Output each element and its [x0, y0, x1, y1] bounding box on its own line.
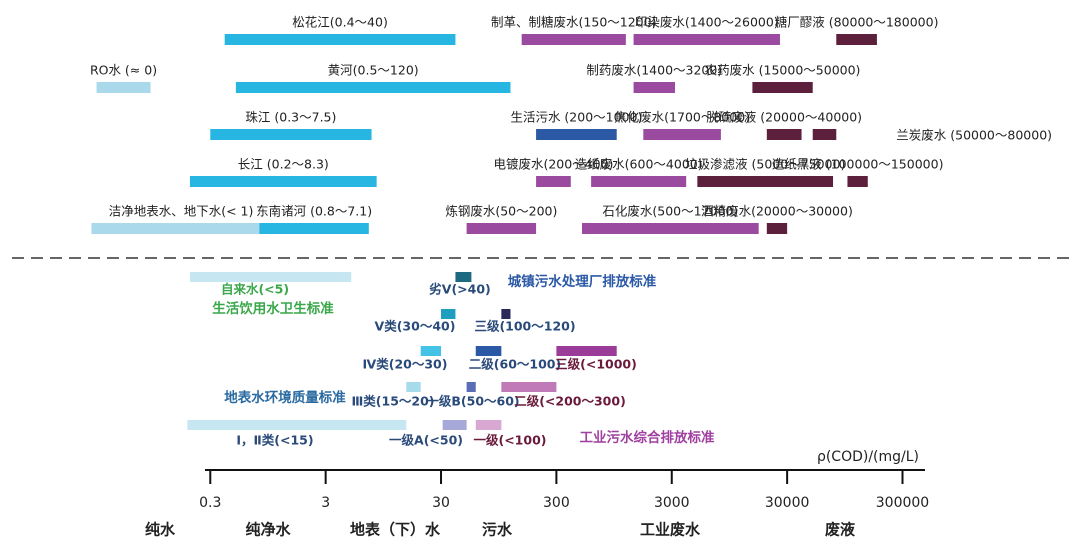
range-bar	[812, 129, 837, 140]
region-label: 纯净水	[245, 521, 291, 539]
range-label: 糖厂醪液 (80000～180000)	[775, 15, 939, 30]
range-bar	[189, 176, 377, 187]
standard-bar	[501, 309, 511, 319]
standard-bar	[455, 272, 472, 282]
standard-label: 三级(100～120)	[474, 319, 575, 334]
x-tick-label: 30	[432, 495, 450, 511]
range-bar	[766, 129, 802, 140]
range-label: 制革、制糖废水(150～1200)	[491, 15, 656, 30]
range-bar	[766, 223, 788, 234]
region-label: 污水	[482, 521, 513, 539]
x-tick-label: 30000	[765, 495, 810, 511]
x-tick-label: 300	[543, 495, 570, 511]
range-label: 造纸废水(600～4000)	[575, 157, 703, 172]
x-tick-label: 0.3	[199, 495, 221, 511]
range-bar	[235, 82, 511, 93]
range-bar	[466, 223, 537, 234]
range-bar	[224, 34, 456, 45]
standard-label: Ⅳ类(20～30)	[363, 357, 448, 372]
region-label: 废液	[825, 521, 856, 539]
range-label: 造纸黑液 (100000～150000)	[772, 157, 944, 172]
range-bar	[847, 176, 868, 187]
range-label: 焦化废水(1700～8000)	[614, 110, 750, 125]
x-tick-label: 300000	[876, 495, 929, 511]
standard-label: 自来水(<5)	[221, 282, 289, 297]
range-label: 东南诸河 (0.8～7.1)	[256, 204, 372, 219]
standard-bar	[406, 382, 421, 392]
range-label: 洁净地表水、地下水(< 1)	[109, 204, 254, 219]
range-label: 电镀废水(200～400)	[493, 157, 613, 172]
x-tick-label: 3000	[654, 495, 690, 511]
range-label: 兰炭废水 (50000～80000)	[896, 128, 1052, 143]
range-label: 生活污水 (200～1000)	[510, 110, 642, 125]
standard-bar	[441, 309, 456, 319]
standard-bar	[501, 382, 557, 392]
region-label: 工业废水	[640, 521, 701, 539]
standard-label: 劣Ⅴ(>40)	[429, 282, 490, 297]
range-bar	[91, 223, 271, 234]
standard-bar	[556, 346, 617, 356]
range-bar	[633, 34, 780, 45]
range-bar	[633, 82, 675, 93]
standard-label: 三级(<1000)	[555, 357, 637, 372]
x-axis-label: ρ(COD)/(mg/L)	[817, 449, 919, 465]
range-label: 酒精废水(20000～30000)	[701, 204, 853, 219]
standard-label: 二级(<200～300)	[514, 394, 626, 409]
range-bar	[536, 129, 617, 140]
range-bar	[536, 176, 571, 187]
range-bar	[210, 129, 372, 140]
standard-title: 工业污水综合排放标准	[580, 429, 715, 446]
range-label: 珠江 (0.3～7.5)	[245, 110, 336, 125]
range-bar	[836, 34, 877, 45]
range-bar	[643, 129, 721, 140]
standard-title: 生活饮用水卫生标准	[212, 300, 334, 317]
standard-label: Ⅰ，Ⅱ类(<15)	[236, 433, 313, 448]
range-label: 农药废水 (15000～50000)	[705, 63, 861, 78]
range-label: 石化废水(500～17000)	[602, 204, 738, 219]
range-bar	[752, 82, 813, 93]
standard-label: 一级B(50～60)	[426, 394, 519, 409]
standard-label: Ⅴ类(30～40)	[375, 319, 456, 334]
range-label: 炼钢废水(50～200)	[445, 204, 557, 219]
standard-title: 地表水环境质量标准	[224, 389, 346, 406]
standard-bar	[475, 346, 502, 356]
range-bar	[697, 176, 834, 187]
standard-bar	[189, 272, 352, 282]
range-label: 长江 (0.2～8.3)	[238, 157, 329, 172]
standard-title: 城镇污水处理厂排放标准	[508, 273, 657, 290]
range-label: 脱硫废液 (20000～40000)	[706, 110, 862, 125]
standard-bar	[442, 420, 467, 430]
range-label: 松花江(0.4～40)	[292, 15, 388, 30]
standard-bar	[466, 382, 476, 392]
standard-bar	[187, 420, 407, 430]
range-bar	[591, 176, 687, 187]
range-bar	[259, 223, 369, 234]
range-label: 垃圾渗滤液 (5000～75000)	[685, 157, 845, 172]
standard-bar	[475, 420, 502, 430]
region-label: 纯水	[145, 521, 176, 539]
range-label: 印染废水(1400～26000)	[635, 15, 779, 30]
range-label: 黄河(0.5～120)	[328, 63, 419, 78]
standard-label: 一级A(<50)	[389, 433, 463, 448]
standard-label: 二级(60～100)	[469, 357, 561, 372]
region-label: 地表（下）水	[350, 521, 441, 539]
standard-label: 一级(<100)	[474, 433, 547, 448]
range-label: RO水 (≈ 0)	[90, 63, 157, 78]
standard-bar	[420, 346, 442, 356]
range-bar	[96, 82, 151, 93]
range-bar	[521, 34, 626, 45]
x-tick-label: 3	[321, 495, 330, 511]
range-bar	[581, 223, 759, 234]
range-label: 制药废水(1400～3200)	[586, 63, 722, 78]
standard-label: Ⅲ类(15～20)	[351, 394, 434, 409]
